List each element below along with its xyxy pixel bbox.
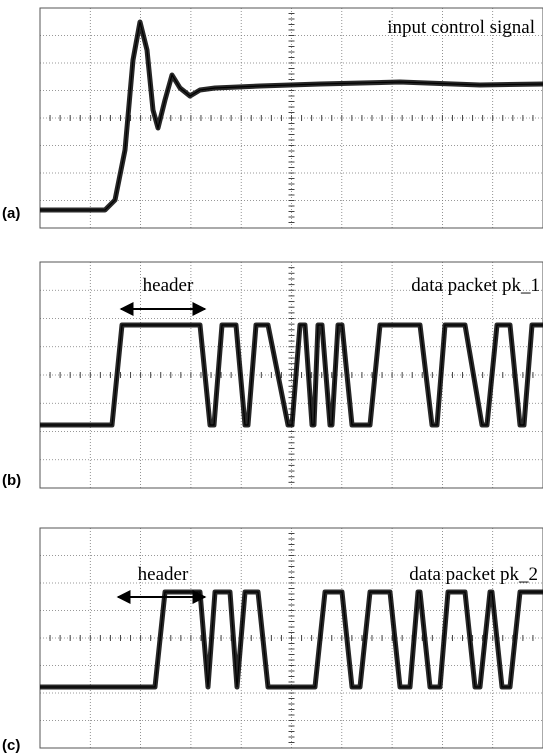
- panel-label: (c): [2, 737, 20, 753]
- annotation: header: [143, 275, 194, 296]
- panel-title: data packet pk_1: [411, 275, 540, 296]
- annotation: header: [138, 564, 189, 585]
- panel-label: (b): [2, 472, 21, 489]
- figure: input control signal (a) data packet pk_…: [0, 0, 543, 753]
- panel-label: (a): [2, 205, 20, 222]
- panel-title: data packet pk_2: [409, 564, 538, 585]
- panel-title: input control signal: [387, 17, 535, 38]
